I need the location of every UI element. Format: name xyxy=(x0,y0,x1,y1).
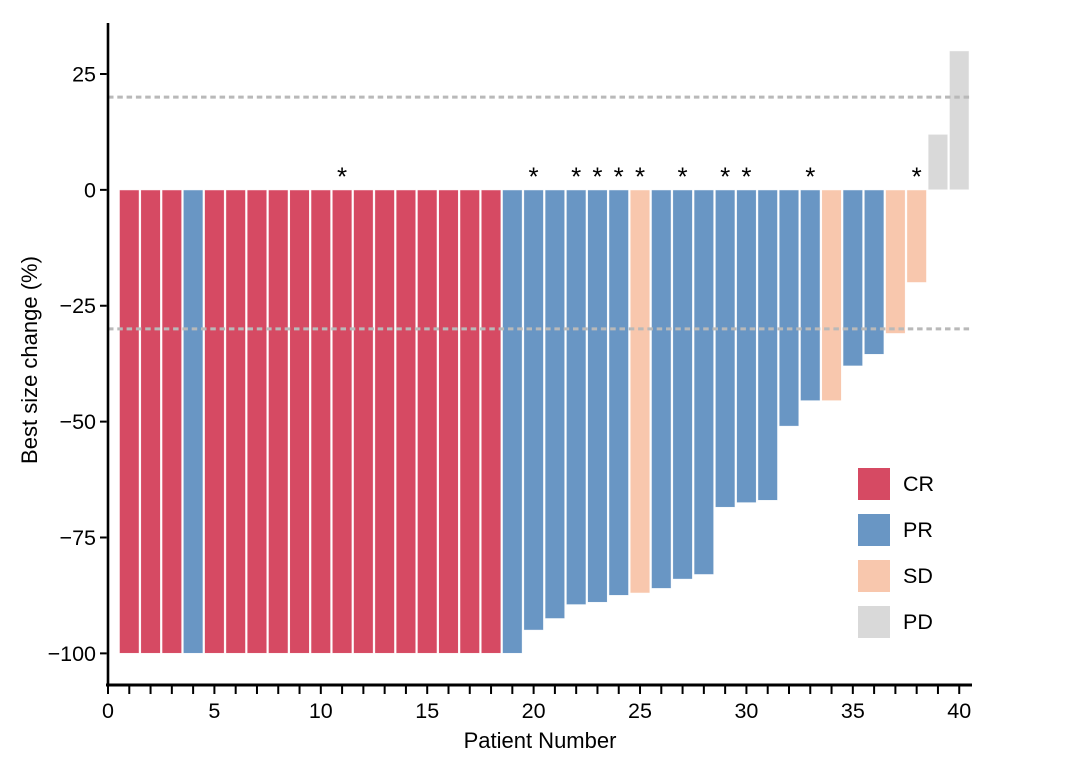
bar-patient-24 xyxy=(608,189,630,596)
bar-patient-10 xyxy=(310,189,332,654)
significance-asterisk-patient-22: * xyxy=(571,161,581,191)
y-tick-label-0: 0 xyxy=(84,178,96,202)
bar-patient-29 xyxy=(714,189,736,508)
bar-patient-17 xyxy=(459,189,481,654)
x-tick-label-25: 25 xyxy=(628,699,652,723)
bar-patient-13 xyxy=(374,189,395,654)
bar-patient-23 xyxy=(587,189,608,603)
bar-patient-3 xyxy=(161,189,183,654)
bar-patient-11 xyxy=(331,189,353,654)
y-tick-label--50: −50 xyxy=(60,410,97,434)
x-tick-label-20: 20 xyxy=(522,699,546,723)
y-axis-title: Best size change (%) xyxy=(17,256,42,464)
bar-patient-22 xyxy=(565,189,587,606)
x-tick-label-15: 15 xyxy=(415,699,439,723)
bar-patient-37 xyxy=(885,189,906,334)
significance-asterisk-patient-30: * xyxy=(741,161,751,191)
y-tick-label--100: −100 xyxy=(48,642,96,666)
legend-label-pr: PR xyxy=(903,518,933,542)
legend-swatch-pd xyxy=(858,606,890,638)
significance-asterisk-patient-29: * xyxy=(720,161,730,191)
bar-patient-18 xyxy=(480,189,502,654)
bar-patient-31 xyxy=(757,189,778,501)
legend-label-cr: CR xyxy=(903,472,935,496)
y-tick-label-25: 25 xyxy=(72,62,96,86)
bar-patient-26 xyxy=(651,189,672,589)
significance-asterisk-patient-27: * xyxy=(678,161,688,191)
bar-patient-36 xyxy=(863,189,885,355)
x-tick-label-40: 40 xyxy=(947,699,971,723)
bar-patient-38 xyxy=(906,189,927,283)
bar-patient-19 xyxy=(502,189,523,654)
bar-patient-35 xyxy=(842,189,864,367)
significance-asterisk-patient-25: * xyxy=(635,161,645,191)
x-axis-title: Patient Number xyxy=(463,728,617,753)
legend-item-pd: PD xyxy=(858,606,934,638)
legend-swatch-cr xyxy=(858,468,890,500)
bar-patient-28 xyxy=(693,189,715,575)
legend-swatch-pr xyxy=(858,514,890,546)
bar-patient-16 xyxy=(438,189,459,654)
bar-patient-32 xyxy=(778,189,800,427)
bar-patient-39 xyxy=(927,133,949,191)
significance-asterisk-patient-20: * xyxy=(529,161,539,191)
bar-patient-15 xyxy=(416,189,438,654)
significance-asterisk-patient-24: * xyxy=(614,161,624,191)
significance-asterisk-patient-23: * xyxy=(592,161,602,191)
y-tick-label--25: −25 xyxy=(60,294,97,318)
bar-patient-2 xyxy=(140,189,161,654)
y-tick-label--75: −75 xyxy=(60,526,97,550)
bar-patient-9 xyxy=(289,189,310,654)
x-tick-label-5: 5 xyxy=(208,699,220,723)
bar-patient-27 xyxy=(672,189,693,580)
x-tick-label-30: 30 xyxy=(734,699,758,723)
bar-patient-34 xyxy=(821,189,842,402)
bar-patient-4 xyxy=(182,189,204,654)
bar-patient-5 xyxy=(204,189,225,654)
significance-asterisk-patient-33: * xyxy=(805,161,815,191)
bar-patient-1 xyxy=(118,189,140,654)
significance-asterisk-patient-38: * xyxy=(912,161,922,191)
bar-patient-14 xyxy=(395,189,417,654)
legend-label-pd: PD xyxy=(903,610,933,634)
legend-item-cr: CR xyxy=(858,468,934,500)
bar-patient-30 xyxy=(736,189,757,504)
bar-patient-40 xyxy=(948,50,970,191)
bar-patient-12 xyxy=(353,189,374,654)
x-tick-label-35: 35 xyxy=(841,699,865,723)
bar-patient-8 xyxy=(267,189,289,654)
legend-item-pr: PR xyxy=(858,514,934,546)
bar-patient-25 xyxy=(629,189,651,594)
bar-patient-7 xyxy=(246,189,268,654)
legend-swatch-sd xyxy=(858,560,890,592)
bar-patient-20 xyxy=(523,189,544,631)
bar-patient-33 xyxy=(799,189,821,402)
legend: CR PR SD PD xyxy=(858,468,934,652)
x-tick-label-10: 10 xyxy=(309,699,333,723)
x-tick-label-0: 0 xyxy=(102,699,114,723)
legend-label-sd: SD xyxy=(903,564,933,588)
bar-patient-6 xyxy=(225,189,246,654)
significance-asterisk-patient-11: * xyxy=(337,161,347,191)
bar-patient-21 xyxy=(544,189,566,620)
legend-item-sd: SD xyxy=(858,560,934,592)
